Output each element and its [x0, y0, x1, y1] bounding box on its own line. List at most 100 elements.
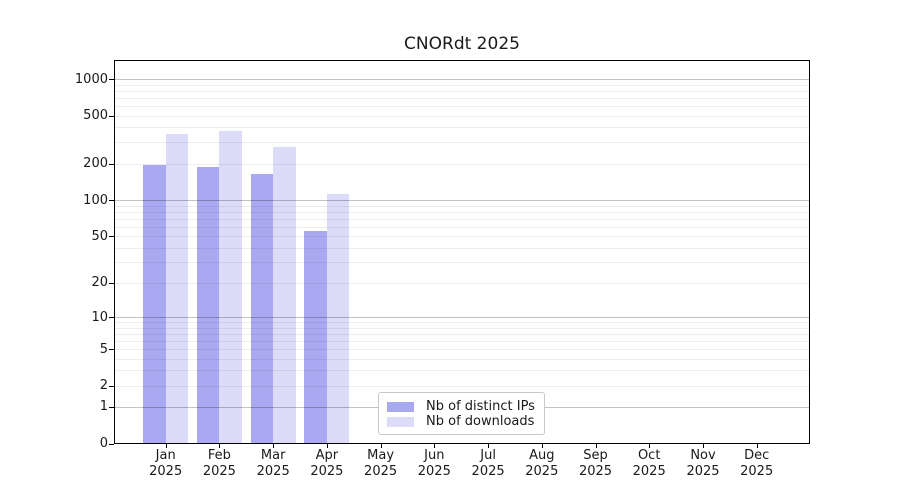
gridline-minor: [115, 327, 809, 329]
gridline-minor: [115, 142, 809, 144]
y-tick: [109, 163, 114, 165]
gridline-minor: [115, 163, 809, 165]
y-tick-label: 100: [83, 192, 108, 208]
y-tick: [109, 349, 114, 350]
x-tick-label-month: Jul: [480, 448, 496, 463]
gridline-minor: [115, 115, 809, 117]
x-tick-label-month: Feb: [207, 448, 231, 463]
legend-box: Nb of distinct IPs Nb of downloads: [378, 392, 545, 435]
x-tick: [326, 444, 328, 448]
x-tick-label: Aug 2025: [515, 448, 569, 480]
x-tick: [165, 444, 167, 448]
x-tick-label: Oct 2025: [622, 448, 676, 480]
x-tick-label-month: Sep: [583, 448, 608, 463]
y-tick: [109, 115, 114, 117]
y-tick: [109, 236, 114, 238]
y-tick: [109, 282, 114, 284]
x-tick-label-month: Jun: [424, 448, 445, 463]
x-tick: [219, 444, 221, 448]
x-tick-label-year: 2025: [632, 464, 666, 479]
x-tick-label-year: 2025: [364, 464, 398, 479]
x-tick: [649, 444, 651, 448]
bar-ips-jan: [143, 164, 166, 444]
bar-ips-apr: [304, 231, 327, 444]
x-tick-label: Jun 2025: [407, 448, 461, 480]
x-tick: [488, 444, 490, 448]
x-tick-label-month: Dec: [744, 448, 770, 463]
y-tick-label: 5: [99, 341, 108, 357]
bar-ips-feb: [196, 166, 220, 444]
gridline-minor: [115, 358, 809, 360]
y-tick: [109, 79, 114, 80]
x-tick: [541, 444, 543, 448]
x-tick: [380, 444, 382, 448]
x-tick-label: Sep 2025: [569, 448, 623, 480]
x-tick-label-year: 2025: [471, 464, 505, 479]
x-tick-label-month: Mar: [260, 448, 286, 463]
legend-swatch-downloads: [387, 416, 414, 427]
gridline-minor: [115, 205, 809, 207]
x-tick-label: Mar 2025: [246, 448, 300, 480]
bar-ips-mar: [250, 174, 274, 444]
y-tick: [109, 406, 114, 408]
legend-row-downloads: Nb of downloads: [387, 414, 536, 429]
x-tick-label: May 2025: [354, 448, 408, 480]
x-tick: [756, 444, 758, 448]
y-tick-label: 50: [91, 228, 108, 244]
bar-downloads-feb: [219, 131, 242, 444]
y-tick-label: 1000: [74, 71, 108, 87]
legend-label-downloads: Nb of downloads: [426, 414, 535, 429]
x-tick-label-month: May: [367, 448, 395, 463]
x-tick-label: Feb 2025: [192, 448, 246, 480]
bar-downloads-apr: [326, 194, 350, 444]
bar-downloads-mar: [273, 146, 296, 444]
bar-downloads-jan: [165, 134, 189, 444]
gridline-minor: [115, 90, 809, 92]
x-tick-label-month: Jan: [155, 448, 176, 463]
gridline-minor: [115, 247, 809, 249]
x-tick-label-month: Oct: [637, 448, 661, 463]
y-tick: [109, 317, 114, 318]
x-tick-label-month: Nov: [690, 448, 716, 463]
gridline-minor: [115, 211, 809, 213]
x-tick-label: Apr 2025: [300, 448, 354, 480]
x-tick-label-year: 2025: [686, 464, 720, 479]
legend-label-distinct-ips: Nb of distinct IPs: [426, 399, 535, 414]
y-tick-label: 200: [83, 156, 108, 172]
x-tick-label-month: Apr: [315, 448, 339, 463]
gridline-minor: [115, 385, 809, 387]
gridline-minor: [115, 236, 809, 238]
x-tick-label-year: 2025: [740, 464, 774, 479]
y-tick-label: 0: [99, 436, 108, 451]
x-tick-label-year: 2025: [525, 464, 559, 479]
x-tick: [595, 444, 597, 448]
y-tick: [109, 200, 114, 201]
gridline-major: [115, 79, 809, 80]
x-tick: [434, 444, 436, 448]
legend-row-ips: Nb of distinct IPs: [387, 399, 536, 414]
gridline-minor: [115, 349, 809, 350]
x-tick-label-year: 2025: [578, 464, 613, 479]
legend-swatch-distinct-ips: [387, 401, 414, 412]
y-tick-label: 2: [99, 378, 108, 393]
chart-title: CNORdt 2025: [404, 34, 520, 54]
x-tick-label-year: 2025: [417, 464, 451, 479]
gridline-minor: [115, 282, 809, 284]
x-tick: [703, 444, 704, 448]
x-tick-label: Nov 2025: [676, 448, 730, 480]
y-tick-label: 1: [99, 399, 108, 415]
gridline-minor: [115, 127, 809, 129]
x-tick-label-year: 2025: [256, 464, 290, 479]
gridline-minor: [115, 97, 809, 99]
gridline-minor: [115, 226, 809, 228]
x-tick-label: Dec 2025: [730, 448, 784, 480]
y-tick: [109, 385, 114, 387]
gridline-major: [115, 200, 809, 201]
gridline-minor: [115, 84, 809, 86]
gridline-minor: [115, 322, 809, 323]
x-tick-label-month: Aug: [529, 448, 555, 463]
x-tick-label-year: 2025: [149, 464, 183, 479]
gridline-major: [115, 317, 809, 318]
